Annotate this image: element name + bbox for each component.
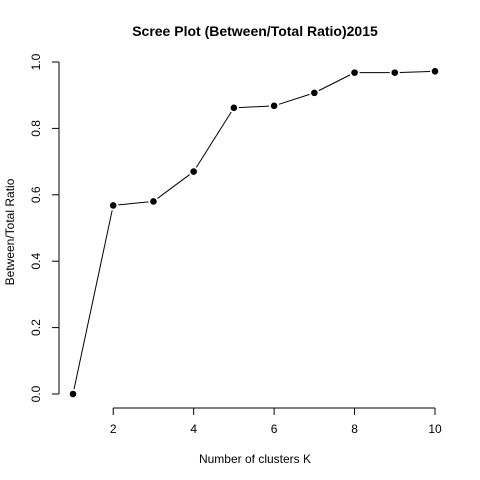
data-series (69, 67, 439, 398)
data-point (230, 104, 238, 112)
y-tick-label: 0.0 (29, 385, 43, 402)
data-point (109, 202, 117, 209)
axes: 2 4 6 8 10 0.0 0.2 0.4 0.6 0.8 1.0 (29, 53, 442, 436)
x-tick-label: 2 (110, 422, 117, 436)
x-tick-label: 8 (351, 422, 358, 436)
data-point (190, 168, 197, 175)
series-line-segment (318, 74, 351, 92)
data-point (391, 69, 399, 76)
series-line-segment (399, 70, 431, 73)
y-tick-label: 1.0 (29, 53, 43, 70)
x-tick-label: 10 (428, 422, 442, 436)
series-line-segment (73, 210, 113, 390)
y-tick-label: 0.4 (29, 253, 43, 270)
y-tick-label: 0.6 (29, 186, 43, 203)
data-point (431, 67, 439, 75)
data-point (150, 198, 157, 205)
series-line-segment (278, 93, 310, 105)
series-line-segment (118, 201, 149, 206)
x-tick-label: 4 (190, 422, 197, 436)
series-line-segment (238, 105, 270, 109)
data-point (311, 89, 318, 97)
chart-title: Scree Plot (Between/Total Ratio)2015 (132, 23, 378, 39)
series-line-segment (157, 174, 190, 199)
series-line-segment (195, 111, 232, 168)
x-tick-label: 6 (271, 422, 278, 436)
y-tick-label: 0.8 (29, 120, 43, 137)
y-axis-label: Between/Total Ratio (3, 178, 17, 285)
data-point (351, 69, 358, 76)
data-point (270, 102, 278, 110)
x-axis-label: Number of clusters K (199, 452, 311, 466)
y-tick-label: 0.2 (29, 319, 43, 336)
data-point (69, 390, 77, 398)
